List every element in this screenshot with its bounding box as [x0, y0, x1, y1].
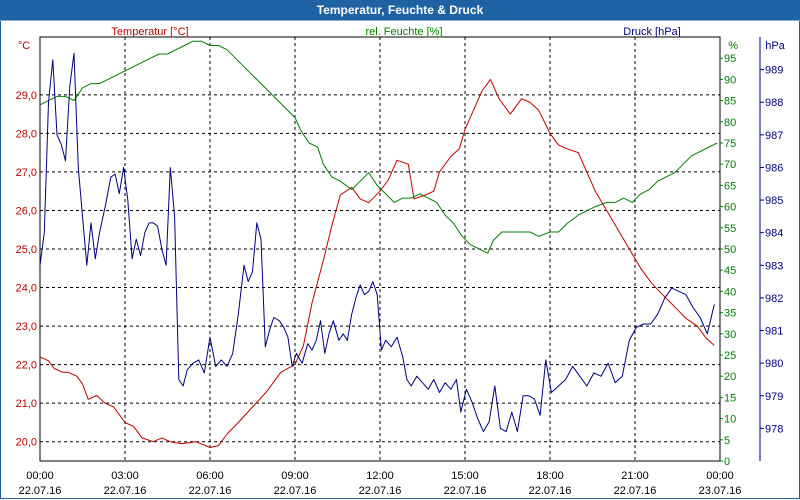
- humidity-tick: 75: [724, 138, 736, 150]
- temperature-tick: 28,0: [16, 128, 37, 140]
- x-tick-time: 18:00: [536, 470, 564, 482]
- pressure-tick: 984: [765, 228, 783, 240]
- x-tick-date: 22.07.16: [19, 485, 62, 497]
- pressure-unit: hPa: [765, 40, 785, 52]
- humidity-tick: 45: [724, 265, 736, 277]
- x-tick-date: 22.07.16: [359, 485, 402, 497]
- humidity-unit: %: [728, 40, 738, 52]
- temperature-tick: 26,0: [16, 205, 37, 217]
- pressure-tick: 987: [765, 130, 783, 142]
- pressure-tick: 979: [765, 391, 783, 403]
- humidity-tick: 40: [724, 286, 736, 298]
- x-tick-date: 22.07.16: [104, 485, 147, 497]
- humidity-tick: 20: [724, 371, 736, 383]
- x-tick-date: 22.07.16: [614, 485, 657, 497]
- humidity-axis-label: rel. Feuchte [%]: [365, 26, 442, 38]
- humidity-tick: 0: [724, 456, 730, 468]
- x-tick-date: 22.07.16: [189, 485, 232, 497]
- window-title: Temperatur, Feuchte & Druck: [0, 0, 800, 21]
- x-tick-date: 22.07.16: [274, 485, 317, 497]
- temperature-tick: 20,0: [16, 437, 37, 449]
- humidity-tick: 55: [724, 223, 736, 235]
- axis-layer: 00:00 22.07.16 03:00 22.07.16 06:00 22.07.16 0…: [16, 53, 784, 497]
- humidity-tick: 90: [724, 74, 736, 86]
- x-tick-date: 23.07.16: [699, 485, 742, 497]
- humidity-tick: 15: [724, 392, 736, 404]
- humidity-tick: 60: [724, 202, 736, 214]
- humidity-tick: 5: [724, 435, 730, 447]
- series-humidity: [39, 40, 718, 254]
- x-tick-date: 22.07.16: [529, 485, 572, 497]
- x-tick-time: 03:00: [111, 470, 139, 482]
- humidity-tick: 10: [724, 414, 736, 426]
- humidity-tick: 95: [724, 53, 736, 65]
- humidity-tick: 85: [724, 96, 736, 108]
- humidity-tick: 65: [724, 180, 736, 192]
- x-tick-date: 22.07.16: [444, 485, 487, 497]
- temperature-tick: 24,0: [16, 283, 37, 295]
- pressure-tick: 980: [765, 358, 783, 370]
- series-pressure: [39, 52, 715, 433]
- temperature-unit: °C: [18, 40, 30, 52]
- temperature-tick: 23,0: [16, 321, 37, 333]
- x-tick-time: 12:00: [366, 470, 394, 482]
- x-tick-time: 00:00: [26, 470, 54, 482]
- x-tick-time: 15:00: [451, 470, 479, 482]
- pressure-tick: 981: [765, 326, 783, 338]
- temperature-tick: 25,0: [16, 244, 37, 256]
- temperature-axis-label: Temperatur [°C]: [111, 26, 188, 38]
- humidity-tick: 70: [724, 159, 736, 171]
- pressure-tick: 989: [765, 65, 783, 77]
- humidity-tick: 30: [724, 329, 736, 341]
- x-tick-time: 09:00: [281, 470, 309, 482]
- pressure-tick: 988: [765, 97, 783, 109]
- pressure-tick: 982: [765, 293, 783, 305]
- series-temperature: [39, 78, 715, 448]
- humidity-tick: 35: [724, 308, 736, 320]
- temperature-tick: 21,0: [16, 398, 37, 410]
- pressure-tick: 985: [765, 195, 783, 207]
- temperature-tick: 22,0: [16, 360, 37, 372]
- humidity-tick: 25: [724, 350, 736, 362]
- x-tick-time: 00:00: [706, 470, 734, 482]
- humidity-tick: 80: [724, 117, 736, 129]
- pressure-tick: 986: [765, 162, 783, 174]
- pressure-axis-label: Druck [hPa]: [623, 26, 680, 38]
- temperature-tick: 27,0: [16, 167, 37, 179]
- x-tick-time: 06:00: [196, 470, 224, 482]
- x-tick-time: 21:00: [621, 470, 649, 482]
- pressure-tick: 983: [765, 260, 783, 272]
- series-layer: [39, 40, 718, 448]
- pressure-tick: 978: [765, 423, 783, 435]
- humidity-tick: 50: [724, 244, 736, 256]
- temperature-tick: 29,0: [16, 90, 37, 102]
